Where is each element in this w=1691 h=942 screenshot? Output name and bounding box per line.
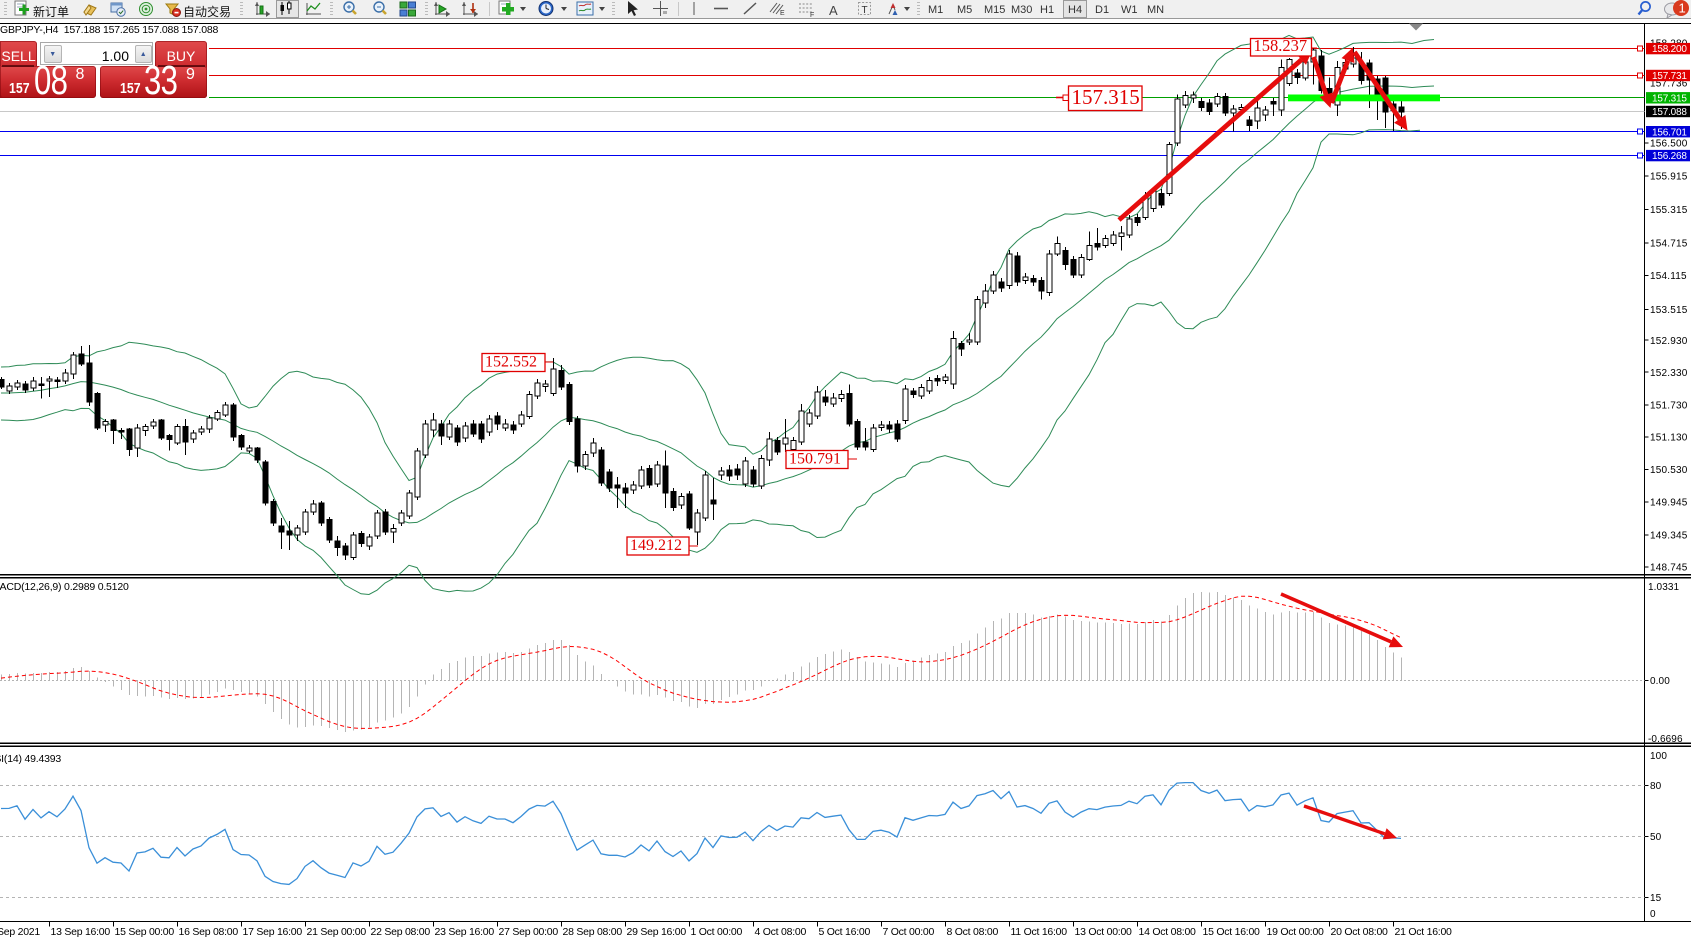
svg-text:1.0331: 1.0331 (1648, 582, 1680, 593)
svg-text:7 Oct 00:00: 7 Oct 00:00 (883, 926, 935, 938)
svg-text:157.731: 157.731 (1652, 71, 1687, 82)
svg-text:151.130: 151.130 (1650, 433, 1688, 444)
svg-text:152.330: 152.330 (1650, 368, 1688, 379)
svg-text:5 Oct 16:00: 5 Oct 16:00 (819, 926, 871, 938)
svg-text:158.237: 158.237 (1254, 36, 1308, 55)
svg-text:13 Oct 00:00: 13 Oct 00:00 (1075, 926, 1133, 938)
svg-text:153.515: 153.515 (1650, 305, 1688, 316)
svg-text:23 Sep 16:00: 23 Sep 16:00 (435, 926, 495, 938)
svg-text:157.315: 157.315 (1652, 93, 1687, 104)
svg-text:15 Oct 16:00: 15 Oct 16:00 (1203, 926, 1261, 938)
svg-text:20 Oct 08:00: 20 Oct 08:00 (1331, 926, 1389, 938)
svg-text:22 Sep 08:00: 22 Sep 08:00 (371, 926, 431, 938)
svg-text:149.345: 149.345 (1650, 530, 1688, 541)
svg-text:152.930: 152.930 (1650, 336, 1688, 347)
svg-text:150.791: 150.791 (789, 451, 841, 468)
svg-text:155.315: 155.315 (1650, 205, 1688, 216)
svg-text:154.715: 154.715 (1650, 239, 1688, 250)
svg-text:4 Oct 08:00: 4 Oct 08:00 (755, 926, 807, 938)
svg-text:1: 1 (1679, 1, 1686, 16)
svg-text:16 Sep 08:00: 16 Sep 08:00 (179, 926, 239, 938)
svg-text:14 Oct 08:00: 14 Oct 08:00 (1139, 926, 1197, 938)
svg-text:154.115: 154.115 (1650, 271, 1687, 282)
svg-text:F: F (810, 12, 814, 18)
svg-text:157.088: 157.088 (1652, 107, 1687, 118)
svg-text:0.00: 0.00 (1650, 676, 1670, 687)
svg-text:156.500: 156.500 (1650, 139, 1688, 150)
svg-text:0: 0 (1650, 909, 1656, 920)
svg-text:149.945: 149.945 (1650, 498, 1688, 509)
svg-text:150.530: 150.530 (1650, 465, 1688, 476)
svg-text:GBPJPY-,H4 157.188 157.265 15: GBPJPY-,H4 157.188 157.265 157.088 157.0… (0, 24, 218, 36)
svg-text:RSI(14) 49.4393: RSI(14) 49.4393 (0, 753, 61, 765)
svg-text:155.915: 155.915 (1650, 171, 1688, 182)
svg-text:15 Sep 00:00: 15 Sep 00:00 (115, 926, 175, 938)
svg-text:156.268: 156.268 (1652, 151, 1687, 162)
svg-text:156.701: 156.701 (1652, 127, 1687, 138)
svg-text:1 Oct 00:00: 1 Oct 00:00 (691, 926, 743, 938)
svg-text:13 Sep 16:00: 13 Sep 16:00 (51, 926, 111, 938)
svg-text:19 Oct 00:00: 19 Oct 00:00 (1267, 926, 1325, 938)
svg-text:29 Sep 16:00: 29 Sep 16:00 (627, 926, 687, 938)
svg-text:11 Oct 16:00: 11 Oct 16:00 (1011, 926, 1068, 938)
svg-text:-0.6696: -0.6696 (1648, 734, 1683, 745)
svg-text:152.552: 152.552 (485, 354, 537, 371)
svg-text:15: 15 (1650, 893, 1662, 904)
svg-text:157.736: 157.736 (1650, 79, 1688, 90)
svg-text:E: E (780, 10, 785, 17)
svg-text:148.745: 148.745 (1650, 562, 1688, 573)
svg-text:27 Sep 00:00: 27 Sep 00:00 (499, 926, 559, 938)
svg-text:50: 50 (1650, 832, 1662, 843)
svg-text:21 Sep 00:00: 21 Sep 00:00 (307, 926, 367, 938)
svg-text:157.315: 157.315 (1072, 85, 1140, 109)
svg-text:28 Sep 08:00: 28 Sep 08:00 (563, 926, 623, 938)
svg-text:17 Sep 16:00: 17 Sep 16:00 (243, 926, 303, 938)
svg-text:MACD(12,26,9) 0.2989 0.5120: MACD(12,26,9) 0.2989 0.5120 (0, 581, 129, 593)
svg-text:T: T (862, 5, 868, 16)
svg-text:158.200: 158.200 (1652, 44, 1687, 55)
svg-text:149.212: 149.212 (630, 537, 682, 554)
svg-text:8 Oct 08:00: 8 Oct 08:00 (947, 926, 999, 938)
svg-text:21 Oct 16:00: 21 Oct 16:00 (1395, 926, 1453, 938)
svg-text:151.730: 151.730 (1650, 401, 1688, 412)
svg-text:100: 100 (1650, 751, 1667, 762)
svg-text:80: 80 (1650, 781, 1662, 792)
svg-text:Sep 2021: Sep 2021 (0, 926, 40, 938)
